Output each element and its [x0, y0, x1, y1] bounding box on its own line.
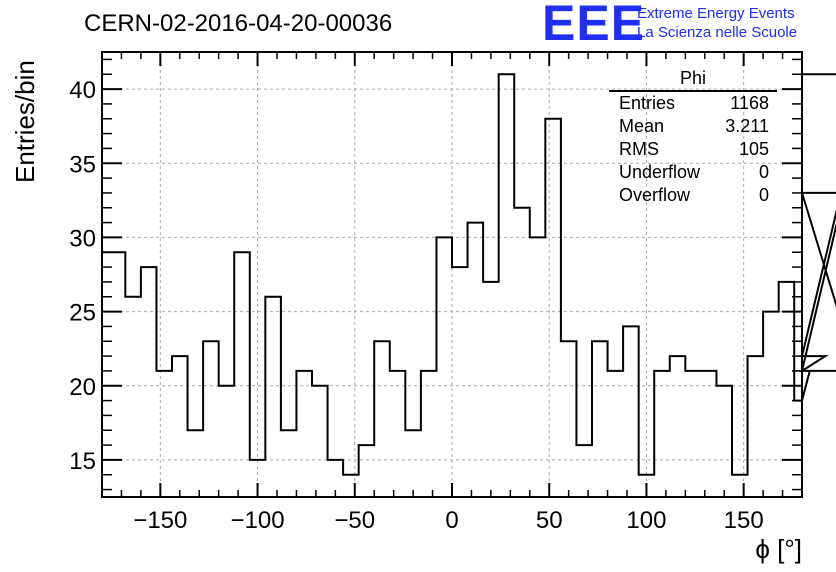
stats-label: Overflow — [619, 185, 691, 205]
stats-row: RMS 105 — [609, 138, 777, 161]
stats-value: 0 — [758, 162, 769, 182]
x-tick-label: −50 — [334, 507, 375, 534]
stats-value: 0 — [758, 185, 769, 205]
y-axis-label: Entries/bin — [10, 60, 40, 183]
stats-row: Entries 1168 — [609, 92, 777, 115]
stats-label: Underflow — [619, 162, 701, 182]
stats-value: 3.211 — [725, 116, 769, 136]
stats-row: Underflow 0 — [609, 161, 777, 184]
y-tick-label: 40 — [69, 77, 96, 104]
x-axis-label: ϕ [°] — [755, 534, 802, 564]
x-tick-label: 50 — [536, 507, 563, 534]
y-tick-label: 35 — [69, 151, 96, 178]
stats-row: Overflow 0 — [609, 184, 777, 207]
y-tick-label: 20 — [69, 374, 96, 401]
y-tick-label: 30 — [69, 225, 96, 252]
stats-label: Entries — [619, 93, 676, 113]
x-tick-label: 100 — [626, 507, 666, 534]
tick-labels: −150 −100 −50 0 50 100 150 15 20 25 30 35 40 — [69, 77, 763, 534]
x-tick-label: 150 — [724, 507, 764, 534]
logo-caption-line1: Extreme Energy Events — [637, 5, 795, 22]
plot-title: CERN-02-2016-04-20-00036 — [84, 10, 393, 37]
stats-box: Phi Entries 1168 Mean 3.211 RMS 105 Underfl… — [609, 68, 777, 207]
grid-lines — [102, 52, 802, 497]
y-tick-label: 15 — [69, 448, 96, 475]
axis-ticks — [101, 52, 803, 497]
x-tick-label: 0 — [445, 507, 458, 534]
stats-row: Mean 3.211 — [609, 115, 777, 138]
x-tick-label: −150 — [133, 507, 187, 534]
stats-value: 1168 — [730, 93, 769, 113]
y-tick-label: 25 — [69, 300, 96, 327]
x-tick-label: −100 — [231, 507, 285, 534]
stats-label: RMS — [619, 139, 659, 159]
stats-value: 105 — [738, 139, 769, 159]
eee-logo: EEE — [542, 0, 646, 51]
stats-title: Phi — [609, 68, 777, 92]
logo-caption-line2: La Scienza nelle Scuole — [637, 24, 798, 41]
logo-caption: Extreme Energy Events La Scienza nelle S… — [637, 4, 797, 42]
stats-label: Mean — [619, 116, 665, 136]
histogram-series — [102, 73, 836, 476]
